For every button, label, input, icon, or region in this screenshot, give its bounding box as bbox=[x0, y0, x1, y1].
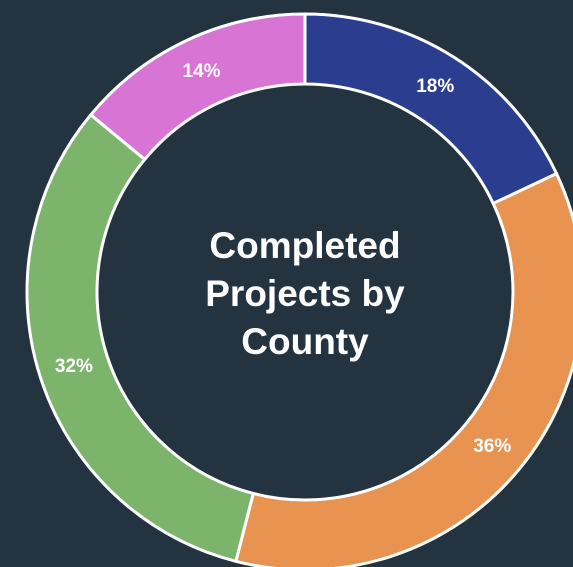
donut-segment bbox=[25, 112, 256, 564]
data-label: 18% bbox=[416, 76, 454, 97]
data-label: 14% bbox=[183, 61, 221, 82]
chart-title: Completed Projects by County bbox=[205, 225, 405, 362]
donut-segment bbox=[303, 12, 559, 206]
data-label: 32% bbox=[55, 356, 93, 377]
donut-segment bbox=[88, 12, 307, 162]
donut-segment bbox=[234, 171, 573, 567]
data-label: 36% bbox=[473, 436, 511, 457]
